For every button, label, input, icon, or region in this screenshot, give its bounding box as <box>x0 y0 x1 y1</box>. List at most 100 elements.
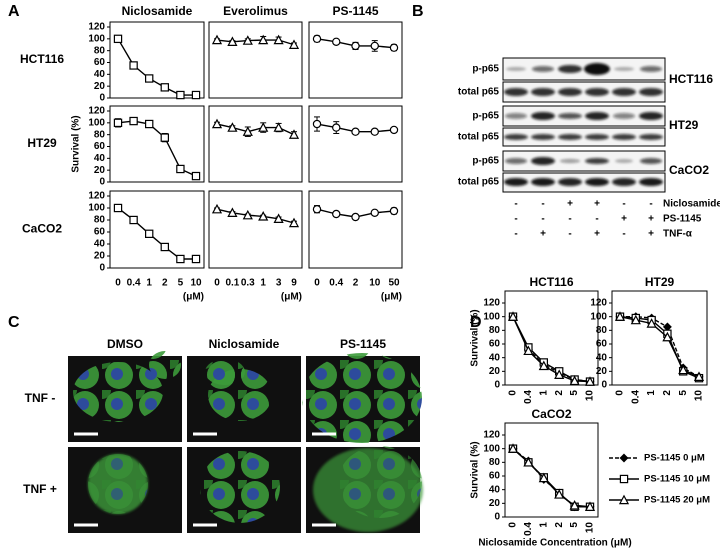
marker <box>258 122 269 132</box>
x-tick-label: 5 <box>569 390 580 396</box>
marker <box>160 133 169 142</box>
chart-title: HCT116 <box>529 275 573 289</box>
x-tick-label: 9 <box>291 278 297 289</box>
marker <box>176 90 185 100</box>
plot-frame <box>109 21 205 99</box>
legend-marker <box>618 494 630 505</box>
cell-line-label: HCT116 <box>669 72 713 86</box>
marker <box>113 34 123 44</box>
row-label: TNF - <box>25 391 56 405</box>
marker <box>160 242 169 252</box>
legend-label: PS-1145 10 μM <box>644 474 710 485</box>
plot-frame <box>308 190 403 269</box>
marker <box>113 118 123 128</box>
plot-frame <box>109 190 205 269</box>
chart-title: PS-1145 <box>332 4 378 18</box>
y-axis-label: Survival (%) <box>470 441 481 498</box>
column-title: DMSO <box>107 337 143 351</box>
y-tick-label: 80 <box>94 215 106 226</box>
lane-sign: - <box>568 229 571 240</box>
plot-frame <box>208 21 303 99</box>
x-tick-label: 0.3 <box>241 278 255 289</box>
x-tick-label: 1 <box>646 390 657 396</box>
lane-sign: + <box>648 229 654 240</box>
marker <box>538 472 549 483</box>
marker <box>389 206 399 216</box>
y-tick-label: 80 <box>489 457 501 468</box>
plot-frame <box>208 190 303 269</box>
marker <box>242 126 253 136</box>
marker <box>312 119 322 129</box>
lane-sign: - <box>595 214 598 225</box>
marker <box>584 501 596 511</box>
y-tick-label: 120 <box>590 298 607 309</box>
marker <box>273 213 284 223</box>
lane-sign: + <box>594 199 600 210</box>
marker <box>351 127 360 136</box>
x-tick-label: 0 <box>314 278 320 289</box>
marker <box>507 443 519 453</box>
panel-label: A <box>8 3 20 20</box>
y-tick-label: 40 <box>94 239 106 250</box>
y-tick-label: 100 <box>483 311 500 322</box>
marker <box>242 35 253 45</box>
y-tick-label: 0 <box>99 93 105 104</box>
marker <box>129 61 138 70</box>
marker <box>113 203 123 213</box>
y-tick-label: 60 <box>94 227 106 238</box>
marker <box>370 208 379 217</box>
y-axis-label: Survival (%) <box>71 115 82 172</box>
x-tick-label: 0 <box>115 278 121 289</box>
marker <box>129 215 138 225</box>
y-tick-label: 20 <box>94 81 106 92</box>
y-tick-label: 100 <box>88 203 105 214</box>
lane-sign: - <box>622 229 625 240</box>
y-tick-label: 80 <box>94 129 106 140</box>
treatment-label: Niclosamide <box>663 199 720 210</box>
legend-label: PS-1145 0 μM <box>644 453 705 464</box>
marker <box>242 209 253 220</box>
marker <box>523 345 534 356</box>
band-label: total p65 <box>458 132 500 143</box>
marker <box>351 41 360 51</box>
row-label: CaCO2 <box>22 222 62 236</box>
y-tick-label: 20 <box>94 165 106 176</box>
x-tick-label: 1 <box>260 278 266 289</box>
y-tick-label: 40 <box>596 352 608 363</box>
y-tick-label: 120 <box>483 430 500 441</box>
plot-frame <box>504 422 599 518</box>
legend-label: PS-1145 20 μM <box>644 495 710 506</box>
x-tick-label: 0.4 <box>523 390 534 404</box>
y-tick-label: 120 <box>483 298 500 309</box>
x-axis-label: (μM) <box>281 292 302 303</box>
y-tick-label: 40 <box>94 69 106 80</box>
marker <box>176 254 185 264</box>
marker <box>145 229 154 238</box>
x-tick-label: 10 <box>190 278 202 289</box>
panel-label: B <box>412 3 424 20</box>
y-tick-label: 120 <box>88 22 105 33</box>
chart-title: Everolimus <box>223 4 288 18</box>
x-tick-label: 5 <box>678 390 689 396</box>
marker <box>678 364 689 375</box>
y-tick-label: 80 <box>596 325 608 336</box>
row-label: HCT116 <box>20 52 64 66</box>
y-tick-label: 40 <box>94 153 106 164</box>
plot-frame <box>611 290 708 386</box>
marker <box>507 311 519 321</box>
x-tick-label: 2 <box>662 390 673 396</box>
marker <box>288 39 300 49</box>
marker <box>288 217 300 228</box>
x-axis-label: Niclosamide Concentration (μM) <box>478 538 631 549</box>
marker <box>160 83 169 92</box>
marker <box>312 34 322 44</box>
y-tick-label: 20 <box>596 366 608 377</box>
y-tick-label: 20 <box>94 251 106 262</box>
y-tick-label: 80 <box>489 325 501 336</box>
marker <box>227 207 238 217</box>
treatment-label: TNF-α <box>663 229 693 240</box>
lane-sign: + <box>648 214 654 225</box>
marker <box>191 90 201 100</box>
x-tick-label: 5 <box>569 522 580 528</box>
